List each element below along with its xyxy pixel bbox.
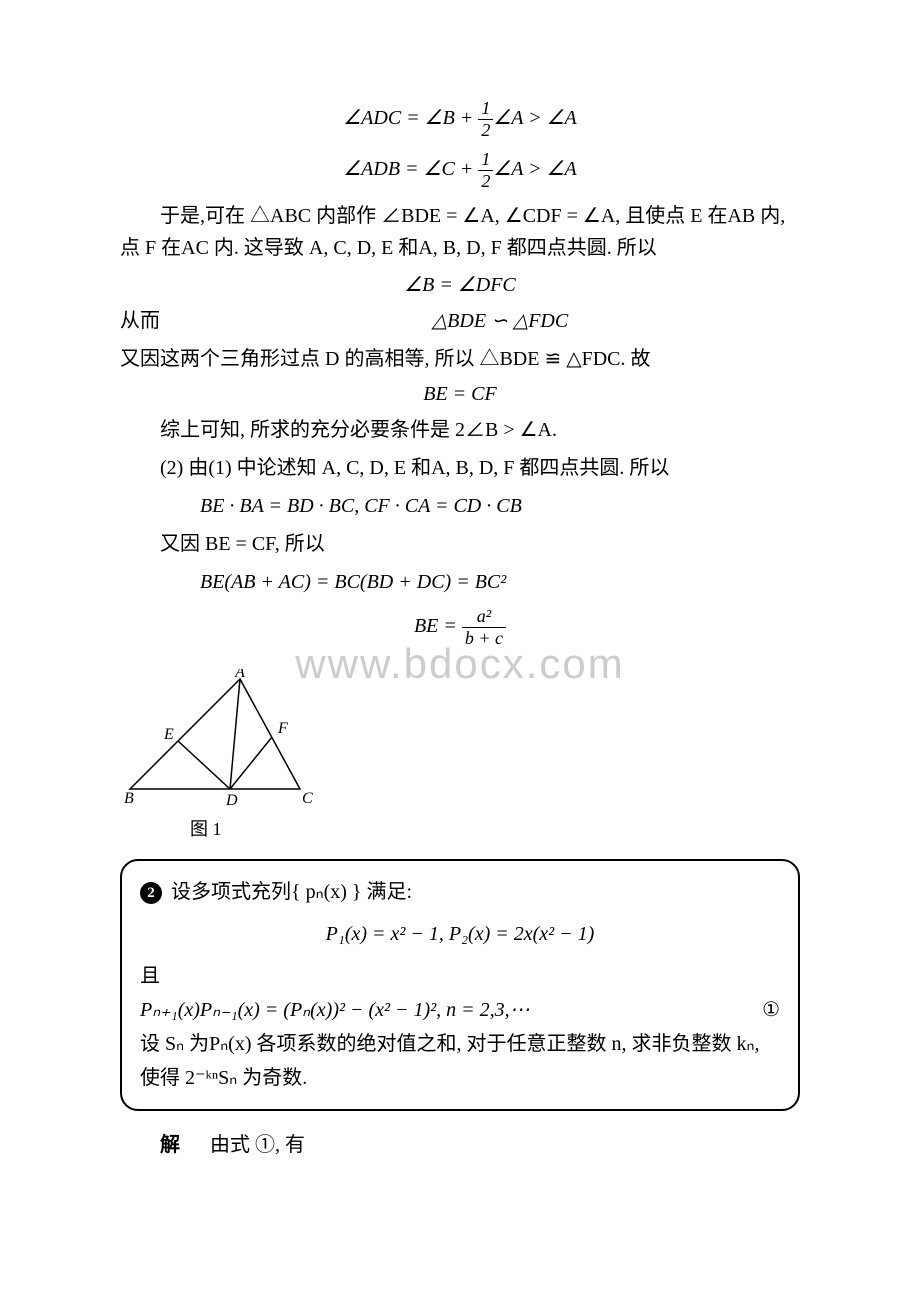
equation-be-cf: BE = CF [120,383,800,406]
frac-half-1: 12 [478,98,493,141]
eq8-num: a² [462,606,506,628]
line-ed [178,741,230,789]
frac-den: 2 [478,120,493,141]
label-f: F [277,720,288,737]
problem-number-circle: 2 [140,882,162,904]
equation-similar: △BDE ∽ △FDC [200,305,800,337]
problem-eq-1: P₁(x) = x² − 1, P₂(x) = 2x(x² − 1) [140,917,780,951]
eq2-right: ∠A > ∠A [493,158,576,180]
equation-adb: ∠ADB = ∠C + 12∠A > ∠A [120,149,800,192]
paragraph-1: 于是,可在 △ABC 内部作 ∠BDE = ∠A, ∠CDF = ∠A, 且使点… [120,200,800,264]
equation-8: BE = a²b + c [120,606,800,649]
eq1-right: ∠A > ∠A [493,107,576,129]
equation-7: BE(AB + AC) = BC(BD + DC) = BC² [200,566,800,598]
frac-num: 1 [478,98,493,120]
paragraph-6: 又因 BE = CF, 所以 [120,528,800,560]
label-c: C [302,790,313,807]
equation-6: BE · BA = BD · BC, CF · CA = CD · CB [200,490,800,522]
triangle-abc [130,679,300,789]
label-d: D [225,792,238,809]
label-e: E [163,726,174,743]
label-therefore: 从而 [120,305,200,337]
problem-text-2: 且 [140,959,780,993]
figure-caption: 图 1 [190,815,800,841]
problem-eq-p2: Pₙ₊₁(x)Pₙ₋₁(x) = (Pₙ(x))² − (x² − 1)², n… [140,999,530,1021]
solution-start: 解 由式 ①, 有 [120,1129,800,1161]
solution-text: 由式 ①, 有 [210,1134,305,1156]
triangle-diagram: A B C D E F [120,669,330,809]
frac-num-2: 1 [478,149,493,171]
problem-text-1: 设多项式充列{ pₙ(x) } 满足: [171,881,412,903]
frac-half-2: 12 [478,149,493,192]
frac-den-2: 2 [478,171,493,192]
label-a: A [234,669,245,681]
problem-eq-num: ① [762,993,780,1027]
line-fd [230,737,272,789]
eq8-den: b + c [462,628,506,649]
paragraph-4: 综上可知, 所求的充分必要条件是 2∠B > ∠A. [120,414,800,446]
eq1-left: ∠ADC = ∠B + [343,107,478,129]
line-therefore: 从而 △BDE ∽ △FDC [120,305,800,337]
problem-line-1: 2 设多项式充列{ pₙ(x) } 满足: [140,875,780,909]
eq2-left: ∠ADB = ∠C + [343,158,478,180]
line-ad [230,679,240,789]
page-content: ∠ADC = ∠B + 12∠A > ∠A ∠ADB = ∠C + 12∠A >… [120,98,800,1161]
problem-text-3: 设 Sₙ 为Pₙ(x) 各项系数的绝对值之和, 对于任意正整数 n, 求非负整数… [140,1027,780,1095]
eq8-left: BE = [414,615,462,637]
equation-b-dfc: ∠B = ∠DFC [120,272,800,297]
figure-1: A B C D E F 图 1 [120,669,800,841]
paragraph-5: (2) 由(1) 中论述知 A, C, D, E 和A, B, D, F 都四点… [120,452,800,484]
problem-2-box: 2 设多项式充列{ pₙ(x) } 满足: P₁(x) = x² − 1, P₂… [120,859,800,1111]
label-b: B [124,790,134,807]
equation-adc: ∠ADC = ∠B + 12∠A > ∠A [120,98,800,141]
paragraph-3: 又因这两个三角形过点 D 的高相等, 所以 △BDE ≌ △FDC. 故 [120,343,800,375]
frac-be: a²b + c [462,606,506,649]
solution-label: 解 [160,1134,180,1156]
problem-eq-p1: P₁(x) = x² − 1, P₂(x) = 2x(x² − 1) [326,923,595,945]
problem-eq-2-line: Pₙ₊₁(x)Pₙ₋₁(x) = (Pₙ(x))² − (x² − 1)², n… [140,993,780,1027]
